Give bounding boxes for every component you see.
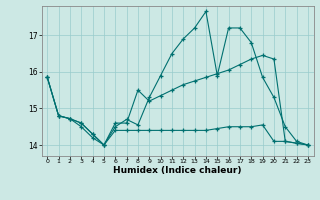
X-axis label: Humidex (Indice chaleur): Humidex (Indice chaleur) [113, 166, 242, 175]
